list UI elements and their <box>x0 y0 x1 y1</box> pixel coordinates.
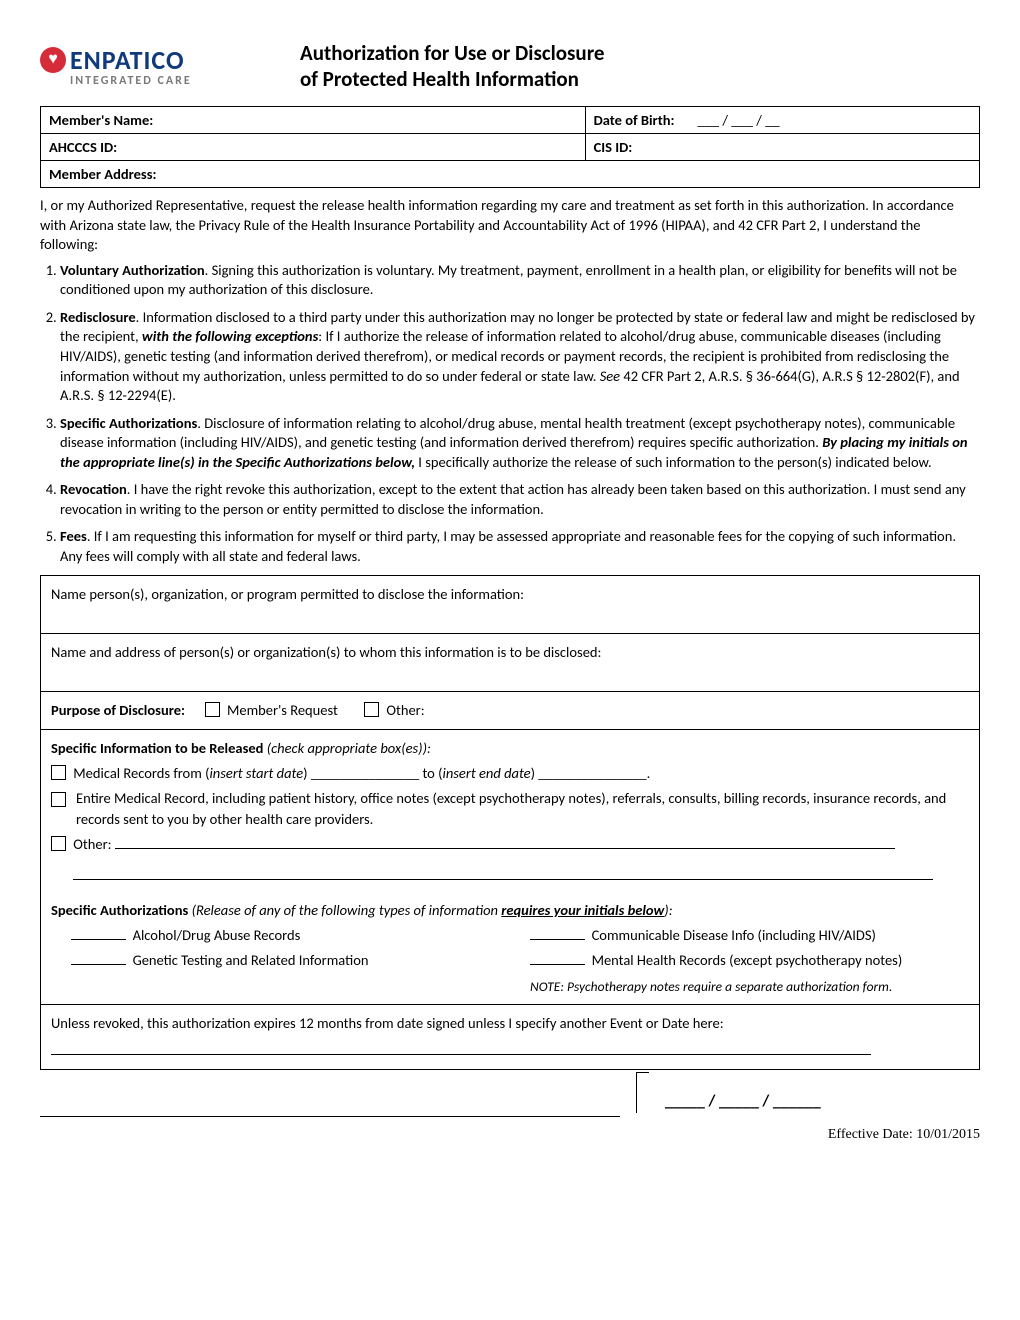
logo: ENPATICO INTEGRATED CARE <box>40 44 260 88</box>
release-other-line1[interactable] <box>115 848 895 849</box>
title-line2: of Protected Health Information <box>300 66 980 92</box>
permitted-row[interactable]: Name person(s), organization, or program… <box>41 576 979 634</box>
member-info-table: Member's Name: Date of Birth: ___ / ___ … <box>40 106 980 188</box>
title-line1: Authorization for Use or Disclosure <box>300 40 980 66</box>
auth-grid: Alcohol/Drug Abuse Records Communicable … <box>71 925 969 997</box>
dob-cell[interactable]: Date of Birth: ___ / ___ / __ <box>585 107 979 134</box>
purpose-checkbox-member[interactable] <box>205 702 220 717</box>
auth-note: NOTE: Psychotherapy notes require a sepa… <box>530 977 969 997</box>
term-specific: Specific Authorizations. Disclosure of i… <box>60 414 980 473</box>
signature-divider <box>636 1072 649 1113</box>
purpose-row: Purpose of Disclosure: Member's Request … <box>41 692 979 730</box>
cis-cell[interactable]: CIS ID: <box>585 134 979 161</box>
member-name-cell[interactable]: Member's Name: <box>41 107 586 134</box>
expire-line[interactable] <box>51 1054 871 1055</box>
auth-item-communicable: Communicable Disease Info (including HIV… <box>530 925 969 946</box>
release-checkbox-dates[interactable] <box>51 765 66 780</box>
auth-item-alcohol: Alcohol/Drug Abuse Records <box>71 925 510 946</box>
signature-row: _____ / _____ / ______ <box>40 1090 980 1117</box>
term-fees: Fees. If I am requesting this informatio… <box>60 527 980 566</box>
intro-paragraph: I, or my Authorized Representative, requ… <box>40 196 980 255</box>
recipient-row[interactable]: Name and address of person(s) or organiz… <box>41 634 979 692</box>
terms-list: Voluntary Authorization. Signing this au… <box>40 261 980 567</box>
header: ENPATICO INTEGRATED CARE Authorization f… <box>40 40 980 92</box>
auth-item-mental: Mental Health Records (except psychother… <box>530 950 969 971</box>
release-heading: Specific Information to be Released <box>51 739 263 757</box>
term-redisclosure: Redisclosure. Information disclosed to a… <box>60 308 980 406</box>
signature-line[interactable] <box>40 1090 620 1117</box>
ahcccs-cell[interactable]: AHCCCS ID: <box>41 134 586 161</box>
purpose-label: Purpose of Disclosure: <box>51 701 185 719</box>
init-line-alcohol[interactable] <box>71 939 126 940</box>
term-revocation: Revocation. I have the right revoke this… <box>60 480 980 519</box>
init-line-mental[interactable] <box>530 964 585 965</box>
signature-date[interactable]: _____ / _____ / ______ <box>665 1090 821 1117</box>
init-line-genetic[interactable] <box>71 964 126 965</box>
term-voluntary: Voluntary Authorization. Signing this au… <box>60 261 980 300</box>
release-other-line2[interactable] <box>73 879 933 880</box>
logo-sub-text: INTEGRATED CARE <box>70 74 260 88</box>
init-line-communicable[interactable] <box>530 939 585 940</box>
auth-item-genetic: Genetic Testing and Related Information <box>71 950 510 971</box>
expire-row: Unless revoked, this authorization expir… <box>41 1005 979 1069</box>
address-cell[interactable]: Member Address: <box>41 161 980 188</box>
heart-icon <box>40 47 66 73</box>
release-checkbox-entire[interactable] <box>51 792 66 807</box>
effective-date: Effective Date: 10/01/2015 <box>40 1127 980 1143</box>
purpose-checkbox-other[interactable] <box>364 702 379 717</box>
release-row: Specific Information to be Released (che… <box>41 730 979 1006</box>
disclosure-box: Name person(s), organization, or program… <box>40 575 980 1071</box>
release-checkbox-other[interactable] <box>51 836 66 851</box>
title-block: Authorization for Use or Disclosure of P… <box>260 40 980 92</box>
logo-brand-text: ENPATICO <box>70 44 185 76</box>
auth-heading: Specific Authorizations <box>51 901 188 919</box>
